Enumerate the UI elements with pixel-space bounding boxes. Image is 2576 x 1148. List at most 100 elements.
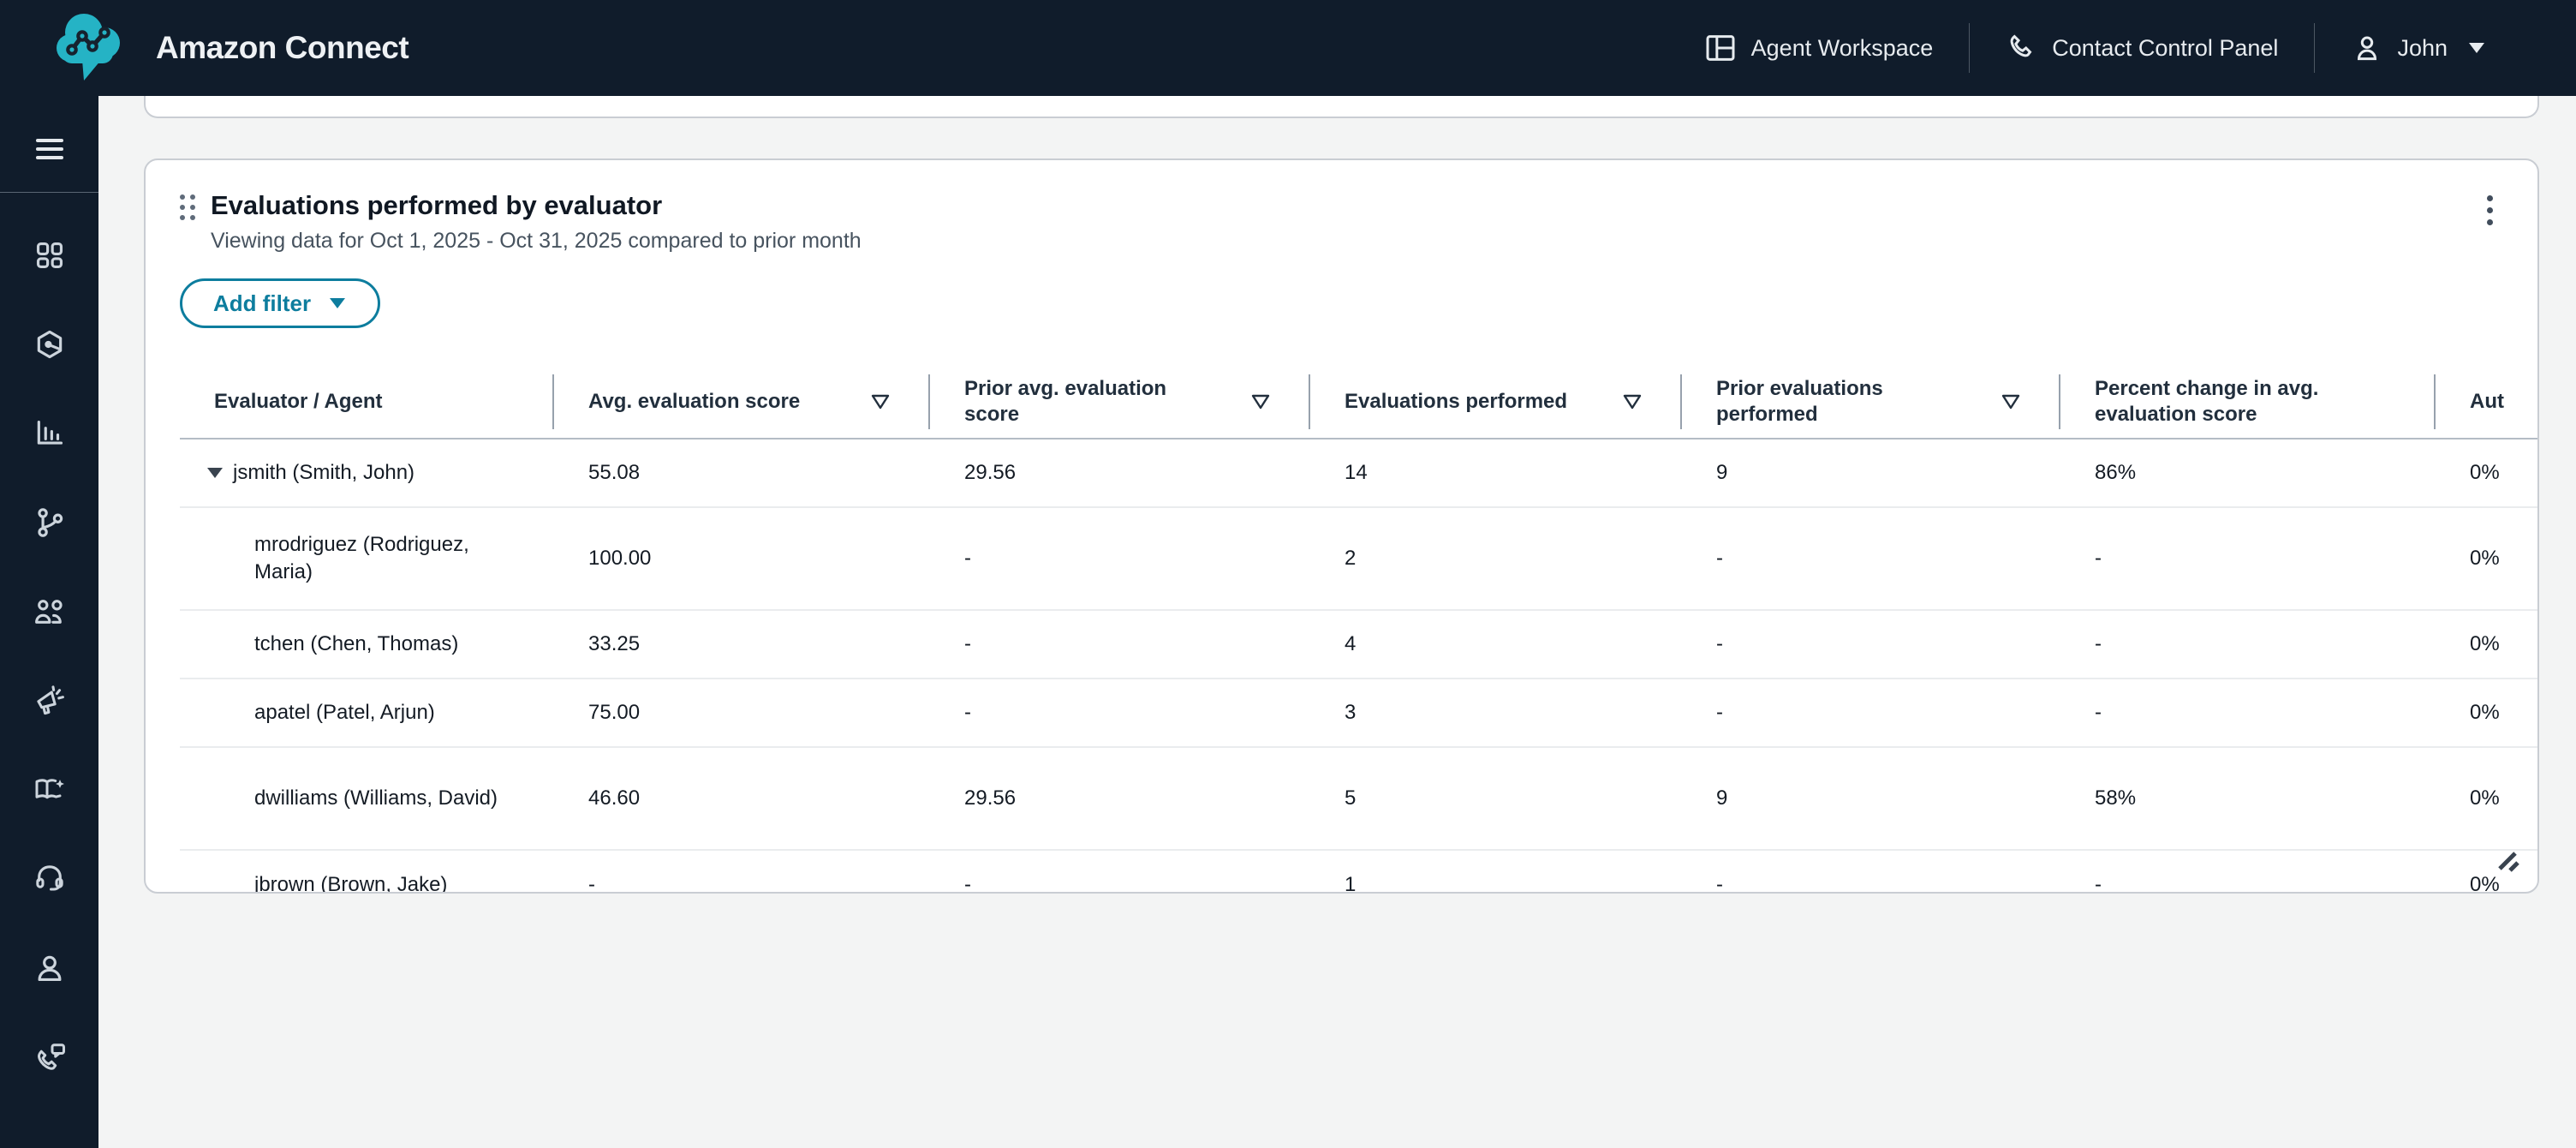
table-cell: 9 — [1716, 461, 1728, 484]
users-icon — [33, 595, 67, 631]
table-cell: - — [2095, 873, 2102, 894]
person-icon — [33, 952, 66, 987]
table-cell: 5 — [1345, 786, 1357, 810]
table-cell: - — [1716, 701, 1723, 724]
table-row: jbrown (Brown, Jake) - - 1 - - 0% — [180, 851, 2537, 894]
menu-icon[interactable] — [23, 129, 76, 170]
evaluations-widget-card: Evaluations performed by evaluator Viewi… — [144, 158, 2539, 894]
resize-handle-icon[interactable] — [2493, 846, 2522, 880]
phone-icon — [2006, 32, 2038, 64]
nav-item-label: Agent Workspace — [1750, 34, 1934, 61]
filter-icon[interactable] — [870, 392, 891, 411]
evaluator-cell: tchen (Chen, Thomas) — [180, 622, 554, 667]
row-expand-caret-icon[interactable] — [206, 465, 224, 481]
column-header: Avg. evaluation score — [554, 366, 930, 438]
evaluations-table: Evaluator / Agent Avg. evaluation score Pr… — [180, 366, 2537, 894]
column-header-label: Evaluator / Agent — [214, 390, 383, 413]
sidebar-item-users[interactable] — [0, 587, 98, 638]
nav-item-agent-workspace[interactable]: Agent Workspace — [1667, 31, 1970, 65]
nav-item-john[interactable]: John — [2315, 32, 2523, 64]
column-header-label: Prior avg. evaluation score — [964, 377, 1167, 426]
evaluator-name: dwilliams (Williams, David) — [254, 786, 498, 810]
column-header: Evaluator / Agent — [180, 366, 554, 438]
add-filter-button[interactable]: Add filter — [180, 278, 381, 328]
table-body: jsmith (Smith, John) 55.08 29.56 14 9 86% 0% mr… — [180, 439, 2537, 894]
workspace-icon — [1703, 31, 1738, 65]
filter-icon[interactable] — [1622, 392, 1643, 411]
column-header: Prior evaluations performed — [1682, 366, 2060, 438]
table-cell: 2 — [1345, 547, 1357, 570]
table-cell: 9 — [1716, 786, 1728, 810]
table-cell: 3 — [1345, 701, 1357, 724]
column-header-label: Percent change in avg. evaluation score — [2095, 377, 2319, 426]
table-cell: - — [964, 873, 971, 894]
table-row: apatel (Patel, Arjun) 75.00 - 3 - - 0% — [180, 679, 2537, 748]
filter-icon[interactable] — [2001, 392, 2021, 411]
widget-menu-kebab-icon[interactable] — [2471, 191, 2508, 229]
filter-icon[interactable] — [1250, 392, 1271, 411]
sidebar-item-megaphone[interactable] — [0, 676, 98, 727]
sidebar-item-dashboard[interactable] — [0, 230, 98, 282]
table-cell: - — [588, 873, 595, 894]
table-cell: 33.25 — [588, 632, 641, 655]
column-header: Prior avg. evaluation score — [930, 366, 1310, 438]
nav-item-contact-control-panel[interactable]: Contact Control Panel — [1970, 32, 2314, 64]
table-cell: 58% — [2095, 786, 2137, 810]
sidebar-item-bar-chart[interactable] — [0, 409, 98, 460]
sidebar-item-phone-chat[interactable] — [0, 1032, 98, 1084]
headset-icon — [33, 862, 67, 899]
column-header-label: Evaluations performed — [1345, 390, 1568, 413]
table-cell: 29.56 — [964, 461, 1017, 484]
dashboard-icon — [33, 239, 66, 274]
amazon-connect-logo: Amazon Connect — [48, 3, 409, 93]
sidebar-item-flow-branch[interactable] — [0, 498, 98, 549]
table-cell: 55.08 — [588, 461, 641, 484]
table-cell: - — [2095, 547, 2102, 570]
table-cell: - — [1716, 547, 1723, 570]
brand-title: Amazon Connect — [156, 30, 409, 65]
sidebar-item-headset[interactable] — [0, 854, 98, 906]
table-cell: 0% — [2470, 701, 2500, 724]
bar-chart-icon — [33, 417, 66, 452]
nav-divider — [1969, 23, 1971, 73]
sidebar-item-book-sparkle[interactable] — [0, 765, 98, 816]
table-row: jsmith (Smith, John) 55.08 29.56 14 9 86% 0% — [180, 439, 2537, 508]
widget-header: Evaluations performed by evaluator — [180, 188, 2537, 224]
sidebar-item-hexagon-node[interactable] — [0, 320, 98, 371]
add-filter-label: Add filter — [213, 290, 312, 316]
table-cell: 0% — [2470, 873, 2500, 894]
column-header-label: Prior evaluations performed — [1716, 377, 1883, 426]
evaluator-name: jsmith (Smith, John) — [233, 461, 415, 484]
table-cell: - — [2095, 701, 2102, 724]
top-navbar: Amazon Connect Agent Workspace Contact Co… — [0, 0, 2576, 96]
table-cell: 4 — [1345, 632, 1357, 655]
nav-item-label: Contact Control Panel — [2052, 34, 2279, 61]
column-header-label: Aut — [2470, 390, 2504, 413]
table-cell: 1 — [1345, 873, 1357, 894]
table-cell: 0% — [2470, 461, 2500, 484]
previous-widget-bottom-edge — [144, 96, 2539, 118]
table-cell: - — [964, 632, 971, 655]
table-cell: 46.60 — [588, 786, 641, 810]
evaluator-name: apatel (Patel, Arjun) — [254, 701, 435, 724]
table-cell: 29.56 — [964, 786, 1017, 810]
table-cell: 0% — [2470, 786, 2500, 810]
evaluator-name: jbrown (Brown, Jake) — [254, 873, 448, 894]
evaluator-cell: apatel (Patel, Arjun) — [180, 691, 554, 735]
chevron-down-icon — [2466, 40, 2487, 56]
megaphone-icon — [33, 684, 67, 720]
evaluator-cell: jbrown (Brown, Jake) — [180, 863, 554, 894]
table-row: dwilliams (Williams, David) 46.60 29.56 5 9 5… — [180, 748, 2537, 851]
sidebar-divider — [0, 192, 98, 193]
table-cell: - — [1716, 632, 1723, 655]
drag-handle-icon[interactable] — [180, 194, 195, 220]
table-cell: - — [2095, 632, 2102, 655]
sidebar-item-person[interactable] — [0, 943, 98, 995]
evaluator-name: mrodriguez (Rodriguez, Maria) — [254, 533, 469, 583]
column-header: Aut — [2436, 366, 2537, 438]
column-header: Evaluations performed — [1310, 366, 1682, 438]
table-cell: - — [1716, 873, 1723, 894]
table-cell: - — [964, 701, 971, 724]
column-header-label: Avg. evaluation score — [588, 390, 801, 413]
evaluator-cell: mrodriguez (Rodriguez, Maria) — [180, 523, 554, 595]
